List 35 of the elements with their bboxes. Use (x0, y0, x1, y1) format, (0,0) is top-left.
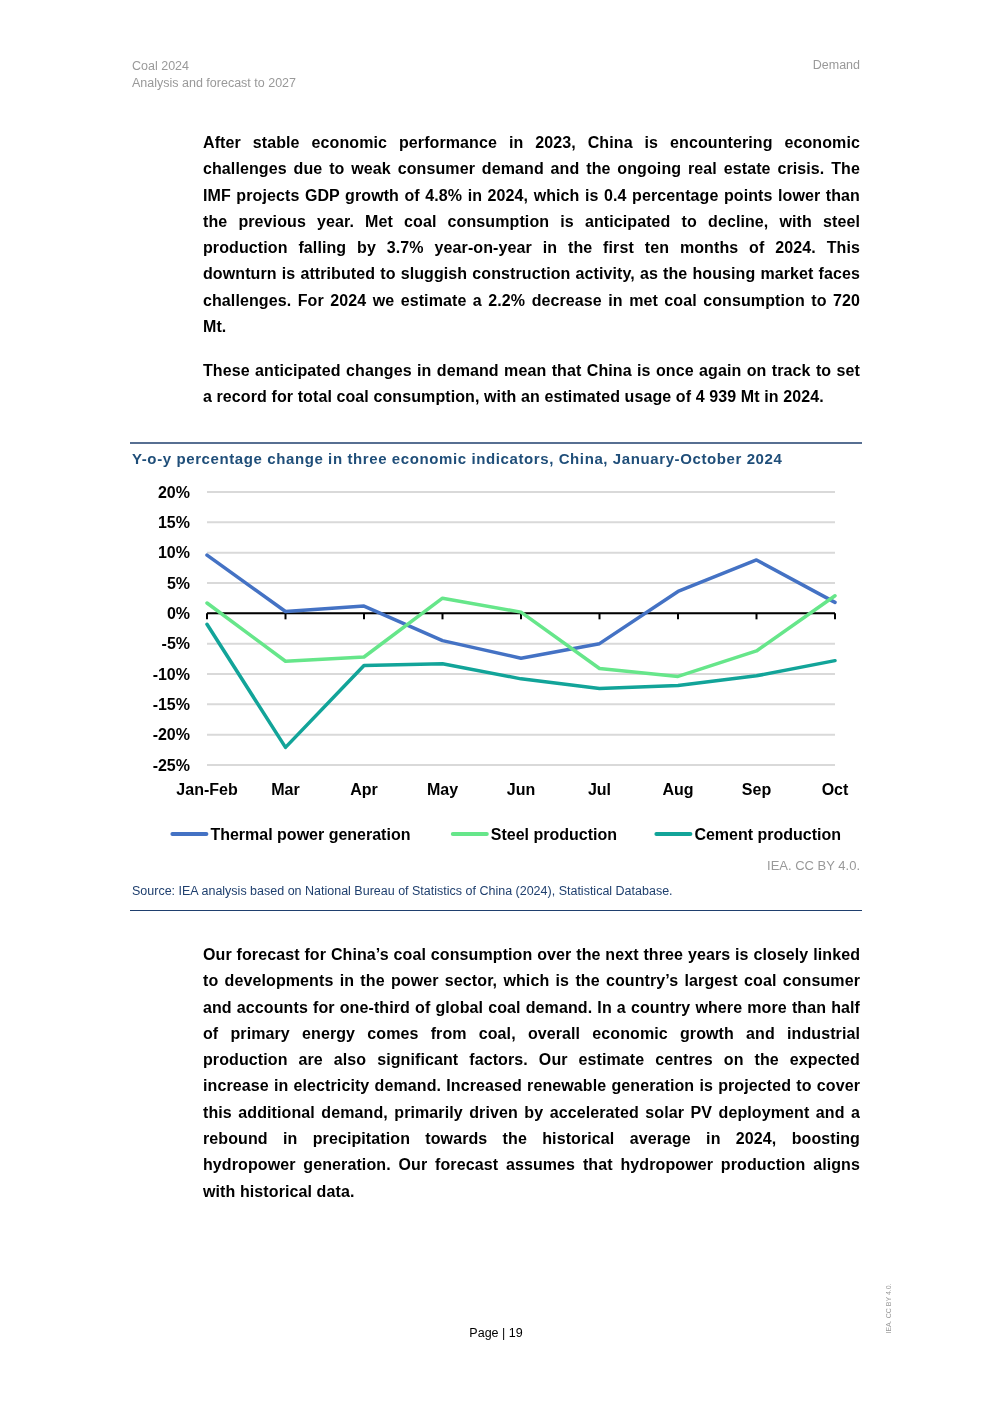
chart-title: Y-o-y percentage change in three economic indicators, China, January-October 2024 (132, 450, 783, 467)
y-tick-label: -15% (152, 695, 190, 713)
x-tick-label: Jun (506, 781, 536, 798)
x-tick-label: May (426, 781, 459, 798)
y-tick-label: 5% (166, 574, 190, 592)
text: Coal 2024 (132, 58, 190, 75)
legend-label: Steel production (490, 825, 618, 843)
x-tick-label: Jan-Feb (176, 781, 238, 798)
y-tick-label: -20% (152, 726, 190, 744)
y-tick-label: 10% (157, 544, 190, 562)
x-tick-label: Oct (821, 781, 850, 798)
line-series (205, 622, 837, 750)
y-tick-label: 0% (166, 604, 190, 622)
y-tick-label: -25% (152, 756, 190, 774)
y-tick-label: 15% (157, 513, 190, 531)
x-tick-label: Mar (271, 781, 300, 798)
text: IEA. CC BY 4.0. (767, 858, 860, 873)
line-series (205, 593, 837, 679)
source-note: Source: IEA analysis based on National Bureau of Statistics of China (2024), Statistical Database. (132, 884, 673, 898)
text: Analysis and forecast to 2027 (132, 75, 296, 92)
text: These anticipated changes in demand mean that China is once again on track to set a record for total coal consumption, with an estimated usage of 4 939 Mt in 2024. (203, 361, 860, 408)
text: After stable economic performance in 2023, China is encountering economic challenges due to weak consumer demand and the ongoing real estate crisis. The IMF projects GDP growth of 4.8% in 2024, which is 0.4 percentage points lower than the previous year. Met coal consumption is anticipated to decline, with steel production falling by 3.7% year-on-year in the first ten months of 2024. This downturn is attributed to sluggish construction activity, as the housing market faces challenges. For 2024 we estimate a 2.2% decrease in met coal consumption to 720 Mt. (203, 133, 860, 338)
y-tick-label: 20% (157, 483, 190, 501)
line-series (205, 553, 837, 660)
legend-label: Cement production (694, 825, 842, 843)
y-tick-label: -10% (152, 665, 190, 683)
x-tick-label: Apr (350, 781, 378, 798)
x-tick-label: Aug (662, 781, 694, 798)
legend-label: Thermal power generation (210, 825, 411, 843)
x-tick-label: Jul (587, 781, 612, 798)
y-tick-label: -5% (161, 635, 190, 653)
x-tick-label: Sep (741, 781, 772, 798)
text: Our forecast for China’s coal consumption over the next three years is closely linked to developments in the power sector, which is the country’s largest coal consumer and accounts for one-third of global coal demand. In a country where more than half of primary energy comes from coal, overall economic growth and industrial production are also significant factors. Our estimate centres on the expected increase in electricity demand. Increased renewable generation is projected to cover this additional demand, primarily driven by accelerated solar PV deployment and a rebound in precipitation towards the historical average in 2024, boosting hydropower generation. Our forecast assumes that hydropower production aligns with historical data. (203, 946, 860, 1200)
text: Demand (812, 58, 860, 72)
text: Page | 19 (469, 1326, 523, 1340)
